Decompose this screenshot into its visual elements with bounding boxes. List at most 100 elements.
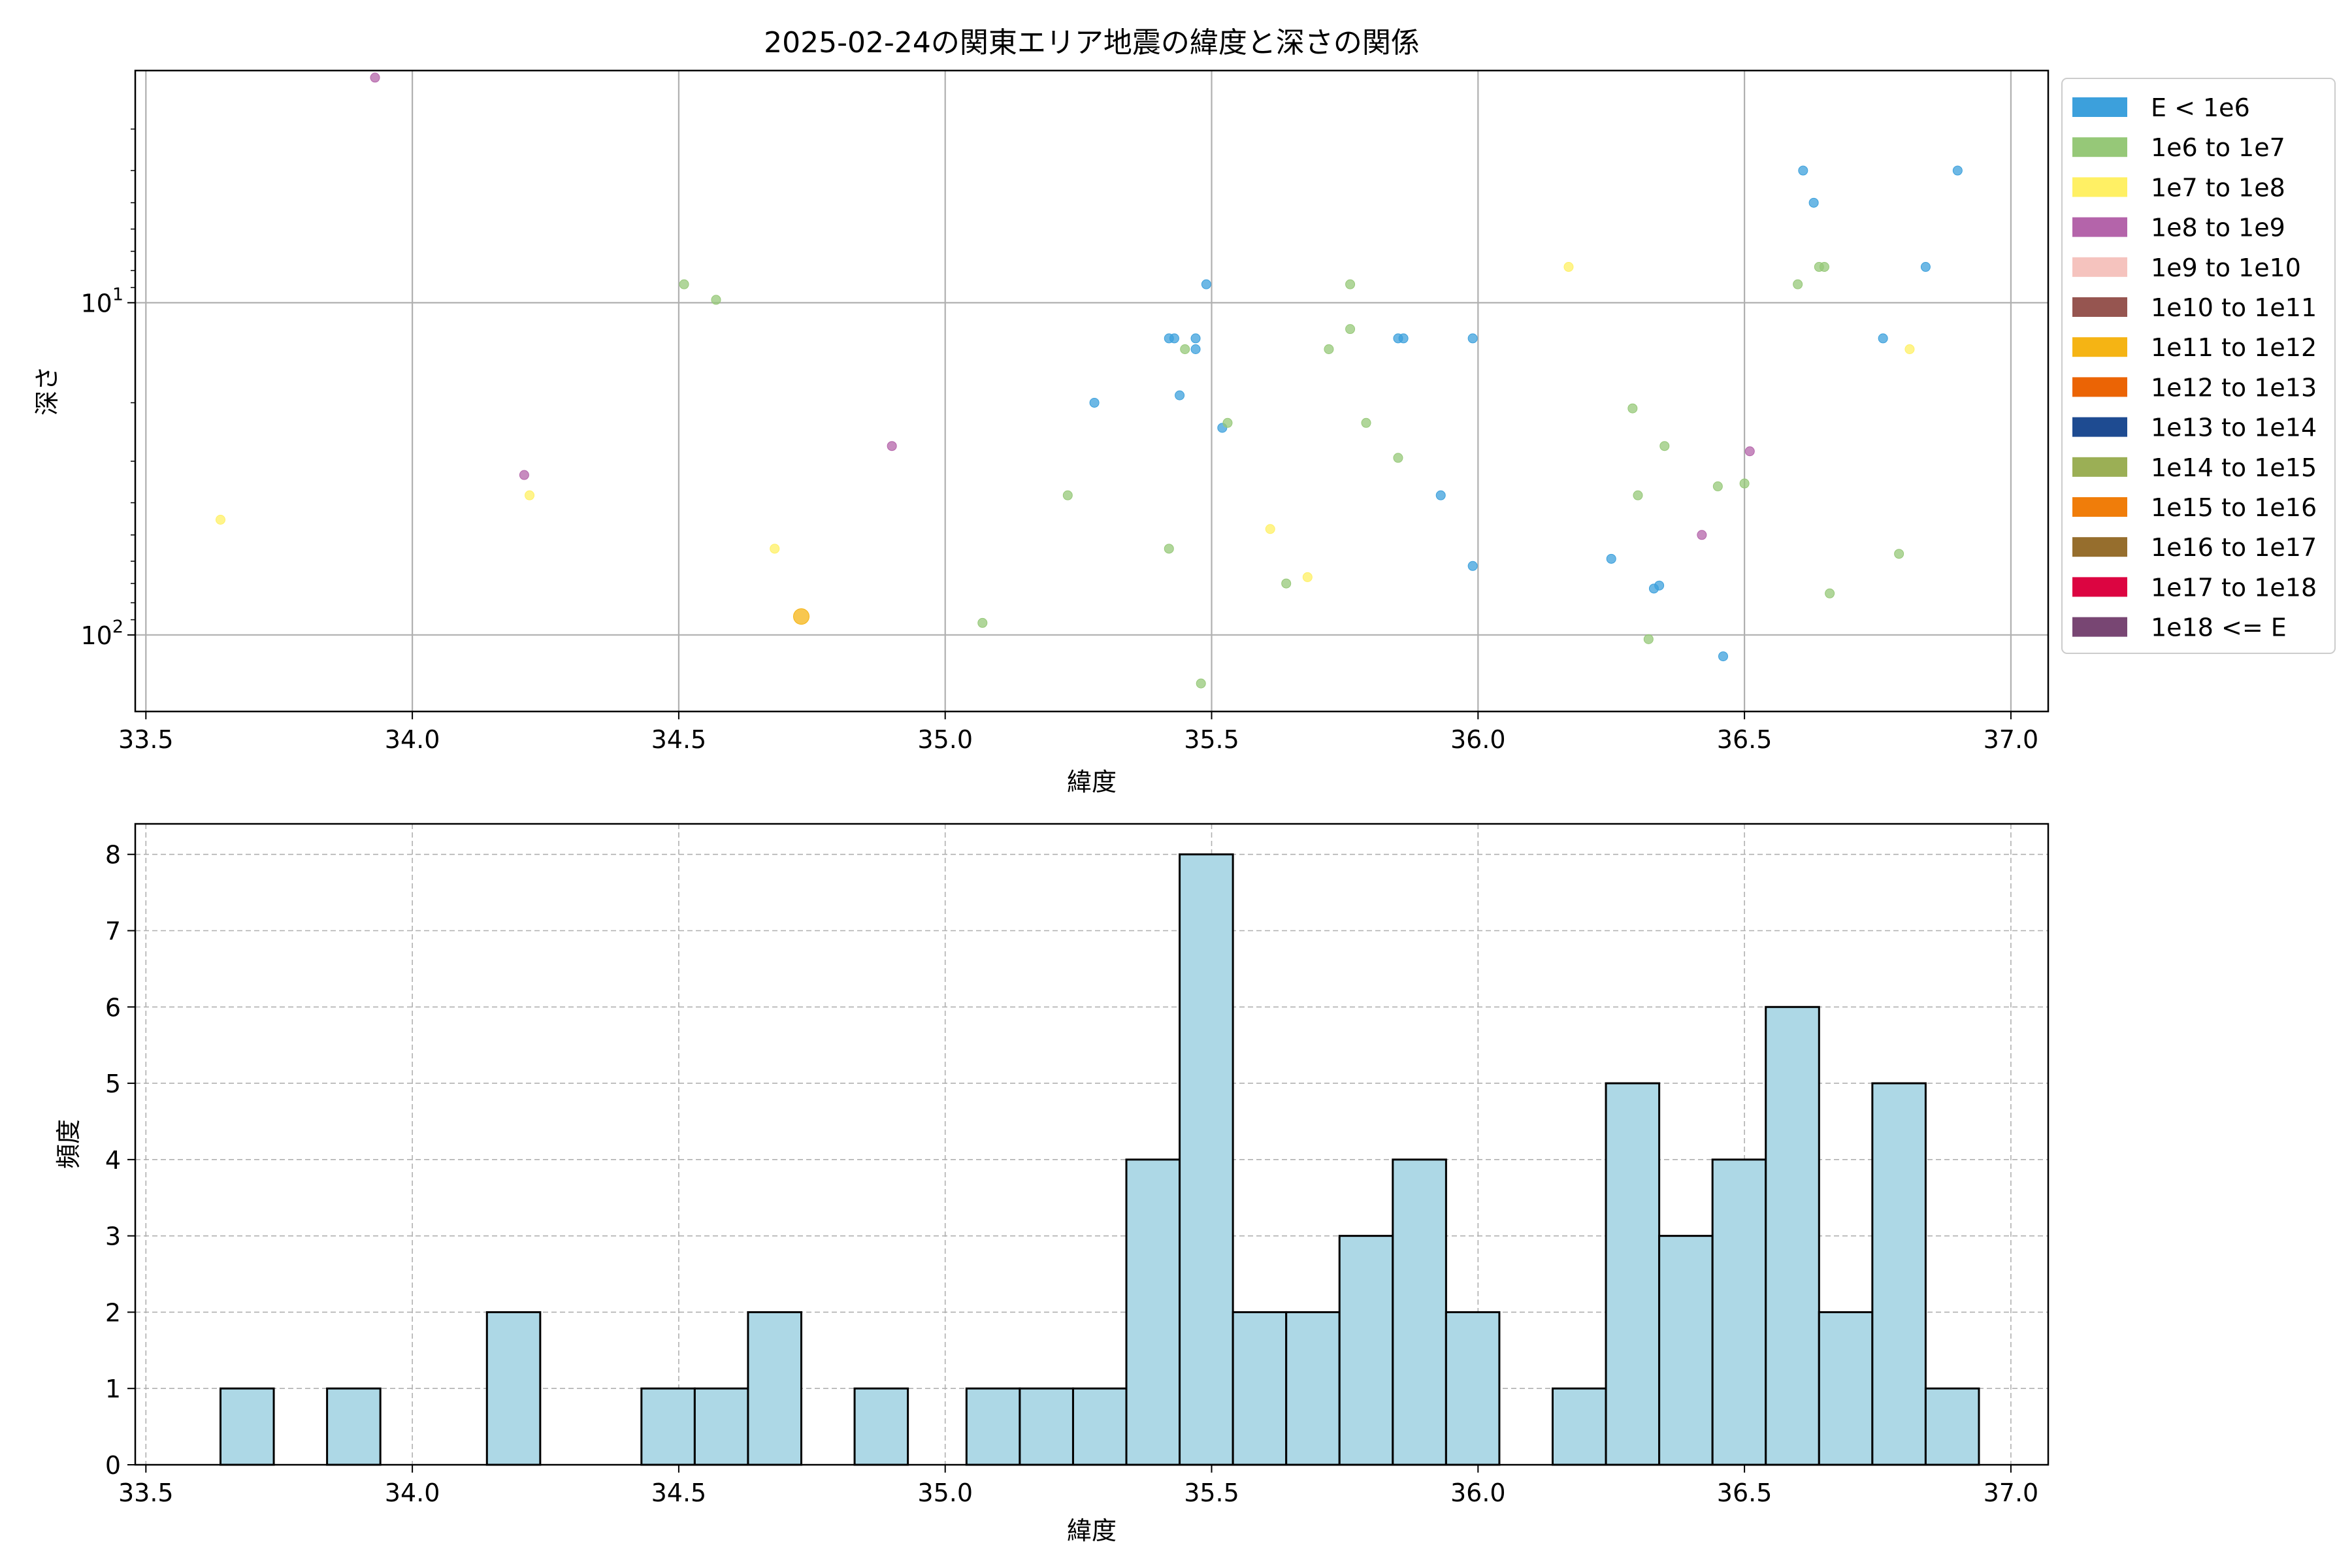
scatter-point: [1563, 262, 1574, 272]
scatter-point: [1265, 524, 1275, 534]
scatter-legend-label: 1e18 <= E: [2151, 613, 2287, 642]
scatter-x-ticks: 33.5 34.0 34.5 35.0 35.5 36.0 36.5 37.0: [118, 711, 2038, 754]
histogram-y-ticks: 0 1 2 3 4 5 6 7 8: [105, 841, 135, 1480]
scatter-legend-swatch: [2072, 617, 2127, 637]
scatter-point: [1393, 453, 1403, 463]
scatter-point: [1089, 397, 1100, 408]
scatter-point: [1744, 446, 1755, 457]
scatter-point: [1819, 262, 1829, 272]
scatter-point: [1361, 417, 1371, 428]
scatter-point: [1739, 478, 1750, 489]
histogram-x-tick-label: 35.0: [917, 1478, 973, 1507]
histogram-bar: [1125, 1158, 1181, 1466]
scatter-legend-swatch: [2072, 537, 2127, 557]
scatter-point: [679, 279, 689, 289]
scatter-point: [1825, 588, 1835, 598]
scatter-point: [1190, 344, 1201, 355]
scatter-point: [1196, 678, 1206, 689]
scatter-legend-swatch: [2072, 137, 2127, 157]
scatter-point: [1627, 403, 1638, 414]
histogram-bar: [1232, 1311, 1288, 1466]
histogram-bar: [1338, 1235, 1394, 1466]
scatter-point: [1435, 490, 1446, 500]
histogram-x-tick-label: 36.0: [1450, 1478, 1506, 1507]
scatter-point: [1164, 544, 1174, 554]
scatter-point: [1606, 553, 1616, 564]
histogram-bar: [965, 1387, 1021, 1466]
scatter-x-tick-label: 36.0: [1450, 725, 1506, 754]
histogram-y-axis-label: 頻度: [54, 1119, 83, 1169]
scatter-point: [1793, 279, 1803, 289]
histogram-y-tick-label: 4: [105, 1146, 121, 1175]
scatter-title: 2025-02-24の関東エリア地震の緯度と深さの関係: [764, 26, 1420, 59]
scatter-legend-swatch: [2072, 377, 2127, 397]
scatter-point: [711, 295, 721, 305]
scatter-legend-swatch: [2072, 257, 2127, 277]
scatter-point: [1920, 262, 1931, 272]
scatter-point: [525, 490, 535, 500]
histogram-y-tick-label: 0: [105, 1451, 121, 1480]
scatter-legend-label: 1e6 to 1e7: [2151, 133, 2285, 162]
scatter-point: [1894, 549, 1904, 559]
scatter-point: [1467, 333, 1478, 344]
scatter-x-tick-label: 33.5: [118, 725, 174, 754]
scatter-legend-label: 1e10 to 1e11: [2151, 293, 2317, 322]
scatter-legend-swatch: [2072, 297, 2127, 317]
histogram-bar: [1818, 1311, 1874, 1466]
scatter-point: [1169, 333, 1179, 344]
scatter-y-tick-label: 101: [80, 284, 123, 318]
histogram-x-tick-label: 34.5: [651, 1478, 707, 1507]
scatter-point: [1222, 417, 1233, 428]
scatter-legend-frame: [2061, 78, 2336, 654]
scatter-x-tick-label: 34.5: [651, 725, 707, 754]
scatter-point: [1281, 578, 1292, 589]
scatter-x-tick-label: 34.0: [385, 725, 440, 754]
histogram-panel: 33.5 34.0 34.5 35.0 35.5 36.0 36.5 37.0 0 1 2 3 4 5 6…: [54, 823, 2050, 1545]
scatter-point: [1952, 165, 1963, 176]
scatter-point: [1659, 441, 1670, 451]
scatter-point: [1712, 481, 1723, 491]
histogram-x-tick-label: 35.5: [1184, 1478, 1239, 1507]
scatter-legend-swatch: [2072, 177, 2127, 197]
histogram-bar: [1179, 853, 1234, 1466]
histogram-y-tick-label: 1: [105, 1375, 121, 1403]
scatter-legend-swatch: [2072, 497, 2127, 517]
histogram-bar: [1658, 1235, 1714, 1466]
scatter-point: [215, 515, 225, 525]
scatter-legend-label: 1e9 to 1e10: [2151, 253, 2301, 282]
scatter-x-tick-label: 35.0: [917, 725, 973, 754]
histogram-bars: [219, 853, 1980, 1466]
scatter-point: [1718, 651, 1728, 662]
histogram-bar: [1871, 1082, 1927, 1466]
scatter-legend-label: 1e12 to 1e13: [2151, 373, 2317, 402]
histogram-bar: [1019, 1387, 1074, 1466]
histogram-y-tick-label: 5: [105, 1070, 121, 1098]
scatter-point: [770, 544, 780, 554]
scatter-panel: 2025-02-24の関東エリア地震の緯度と深さの関係 33.5 34.0 34.5…: [33, 26, 2336, 796]
scatter-point: [1302, 572, 1313, 582]
scatter-point: [1180, 344, 1190, 355]
scatter-point: [1643, 634, 1654, 644]
scatter-legend-label: 1e11 to 1e12: [2151, 333, 2317, 362]
histogram-y-tick-label: 6: [105, 993, 121, 1022]
histogram-bar: [853, 1387, 909, 1466]
histogram-bar: [1711, 1158, 1767, 1466]
scatter-legend-label: 1e15 to 1e16: [2151, 493, 2317, 522]
scatter-legend-label: 1e16 to 1e17: [2151, 533, 2317, 562]
histogram-x-tick-label: 33.5: [118, 1478, 174, 1507]
scatter-point: [1697, 530, 1707, 540]
histogram-bar: [693, 1387, 749, 1466]
scatter-point: [977, 617, 988, 628]
histogram-bar: [1285, 1311, 1341, 1466]
scatter-point: [370, 73, 380, 83]
scatter-point: [1467, 561, 1478, 571]
histogram-plot-frame: [134, 823, 2050, 1466]
histogram-x-tick-label: 36.5: [1717, 1478, 1772, 1507]
scatter-plot-frame: [134, 69, 2050, 713]
histogram-x-tick-label: 37.0: [1984, 1478, 2039, 1507]
scatter-y-axis-label: 深さ: [33, 366, 61, 416]
scatter-legend-swatch: [2072, 337, 2127, 357]
scatter-y-ticks: 101 102: [80, 128, 135, 650]
scatter-point: [519, 470, 529, 480]
